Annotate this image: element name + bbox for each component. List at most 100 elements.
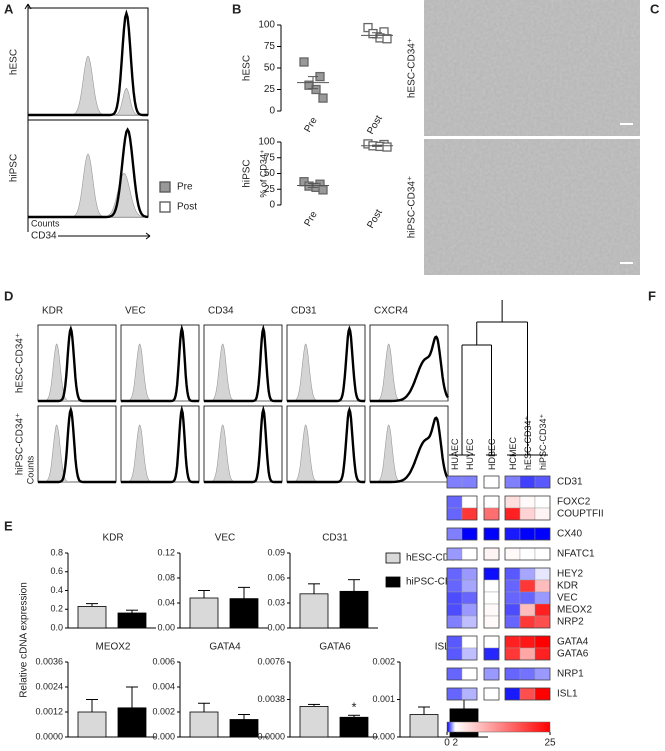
y-tick-label: 0.2: [50, 604, 63, 614]
cell-group-frame: [504, 667, 551, 681]
arrow-head: [24, 3, 29, 10]
y-axis-label: Relative cDNA expression: [19, 582, 30, 698]
heatmap-cell: [519, 495, 536, 509]
cell-group-frame: [483, 475, 500, 489]
heatmap-cell: [519, 567, 536, 581]
cell-group-frame: [504, 687, 551, 701]
cell-group-frame: [504, 495, 551, 521]
isotype-histogram: [370, 343, 448, 402]
isotype-histogram: [204, 343, 282, 402]
cell-group-frame: [483, 567, 500, 629]
heatmap-cell: [519, 579, 536, 593]
y-tick-label: 0.4: [50, 585, 63, 595]
heatmap-cell: [504, 647, 521, 661]
colorbar-tick-label: 25: [544, 738, 556, 749]
bar: [339, 716, 369, 738]
heatmap-cell: [446, 579, 463, 593]
stained-histogram: [121, 324, 199, 403]
colorbar-tick-label: 0: [444, 738, 450, 749]
row-label: COUPTFII: [557, 509, 604, 520]
histogram-frame: [203, 405, 283, 483]
micrograph-texture: [424, 139, 640, 275]
cell-group-frame: [446, 567, 478, 629]
panel-label: A: [4, 1, 14, 16]
y-tick-label: 0.0000: [257, 731, 285, 741]
heatmap-cell: [519, 475, 536, 489]
heatmap-cell: [534, 667, 551, 681]
heatmap-cell: [483, 615, 500, 629]
data-point: [382, 34, 392, 44]
heatmap-cell: [483, 475, 500, 489]
y-tick-label: 0.0000: [35, 731, 63, 741]
heatmap-cell: [446, 603, 463, 617]
row-label: CD31: [557, 477, 583, 488]
stained-histogram: [38, 325, 116, 403]
heatmap-cell: [446, 591, 463, 605]
bar: [77, 606, 107, 629]
cell-group-frame: [504, 567, 551, 629]
heatmap-cell: [483, 507, 500, 521]
heatmap-cell: [534, 495, 551, 509]
row-label: NRP1: [557, 669, 584, 680]
y-tick-label: 0.002: [152, 706, 175, 716]
heatmap-cell: [534, 603, 551, 617]
cell-group-frame: [446, 667, 478, 681]
y-tick-label: 50: [264, 168, 276, 179]
legend-swatch: [159, 201, 171, 213]
heatmap-cell: [519, 591, 536, 605]
heatmap-cell: [461, 667, 478, 681]
bar: [77, 711, 107, 738]
y-tick-label: 0.0: [50, 622, 63, 632]
chart-title: KDR: [102, 533, 123, 544]
heatmap-cell: [446, 647, 463, 661]
heatmap-cell: [483, 667, 500, 681]
chart-title: GATA4: [209, 642, 241, 653]
heatmap-cell: [504, 615, 521, 629]
column-label: HCMEC: [508, 437, 518, 470]
heatmap-cell: [461, 475, 478, 489]
bar: [299, 593, 329, 629]
stained-histogram: [28, 9, 148, 117]
panel-label: F: [648, 288, 656, 303]
heatmap-cell: [504, 579, 521, 593]
row-label: KDR: [557, 581, 578, 592]
data-point: [318, 93, 328, 103]
heatmap-cell: [534, 615, 551, 629]
panel-label: C: [650, 1, 660, 16]
chart-title: ISL1: [435, 642, 456, 653]
stained-histogram: [38, 406, 116, 484]
y-tick-label: 0.06: [267, 572, 285, 582]
y-tick-label: 0.08: [157, 572, 175, 582]
row-label: MEOX2: [557, 605, 592, 616]
y-tick-label: 0.0036: [35, 656, 63, 666]
heatmap-cell: [534, 687, 551, 701]
heatmap-cell: [519, 527, 536, 541]
row-label: FOXC2: [557, 497, 591, 508]
panel-label: E: [4, 518, 13, 533]
data-point: [299, 57, 309, 67]
heatmap-cell: [504, 687, 521, 701]
heatmap-cell: [483, 567, 500, 581]
stained-histogram: [121, 405, 199, 484]
data-point: [311, 84, 321, 95]
heatmap-cell: [504, 475, 521, 489]
data-point: [318, 185, 328, 195]
cell-group-frame: [483, 687, 500, 701]
heatmap-cell: [519, 667, 536, 681]
legend-swatch: [385, 552, 401, 564]
y-tick-label: 50: [264, 63, 276, 74]
bar: [117, 612, 147, 629]
y-tick-label: 0.00: [157, 622, 175, 632]
panel-label: B: [232, 1, 241, 16]
cell-group-frame: [483, 635, 500, 661]
stained-histogram: [204, 405, 282, 484]
row-label: hiPSC-CD34⁺: [15, 413, 26, 476]
heatmap-cell: [534, 567, 551, 581]
heatmap-cell: [446, 495, 463, 509]
y-tick-label: 25: [264, 184, 276, 195]
y-tick-label: 75: [264, 152, 276, 163]
row-label: NFATC1: [557, 549, 595, 560]
heatmap-cell: [483, 647, 500, 661]
y-tick-label: 0.0038: [257, 694, 285, 704]
heatmap-cell: [483, 495, 500, 509]
